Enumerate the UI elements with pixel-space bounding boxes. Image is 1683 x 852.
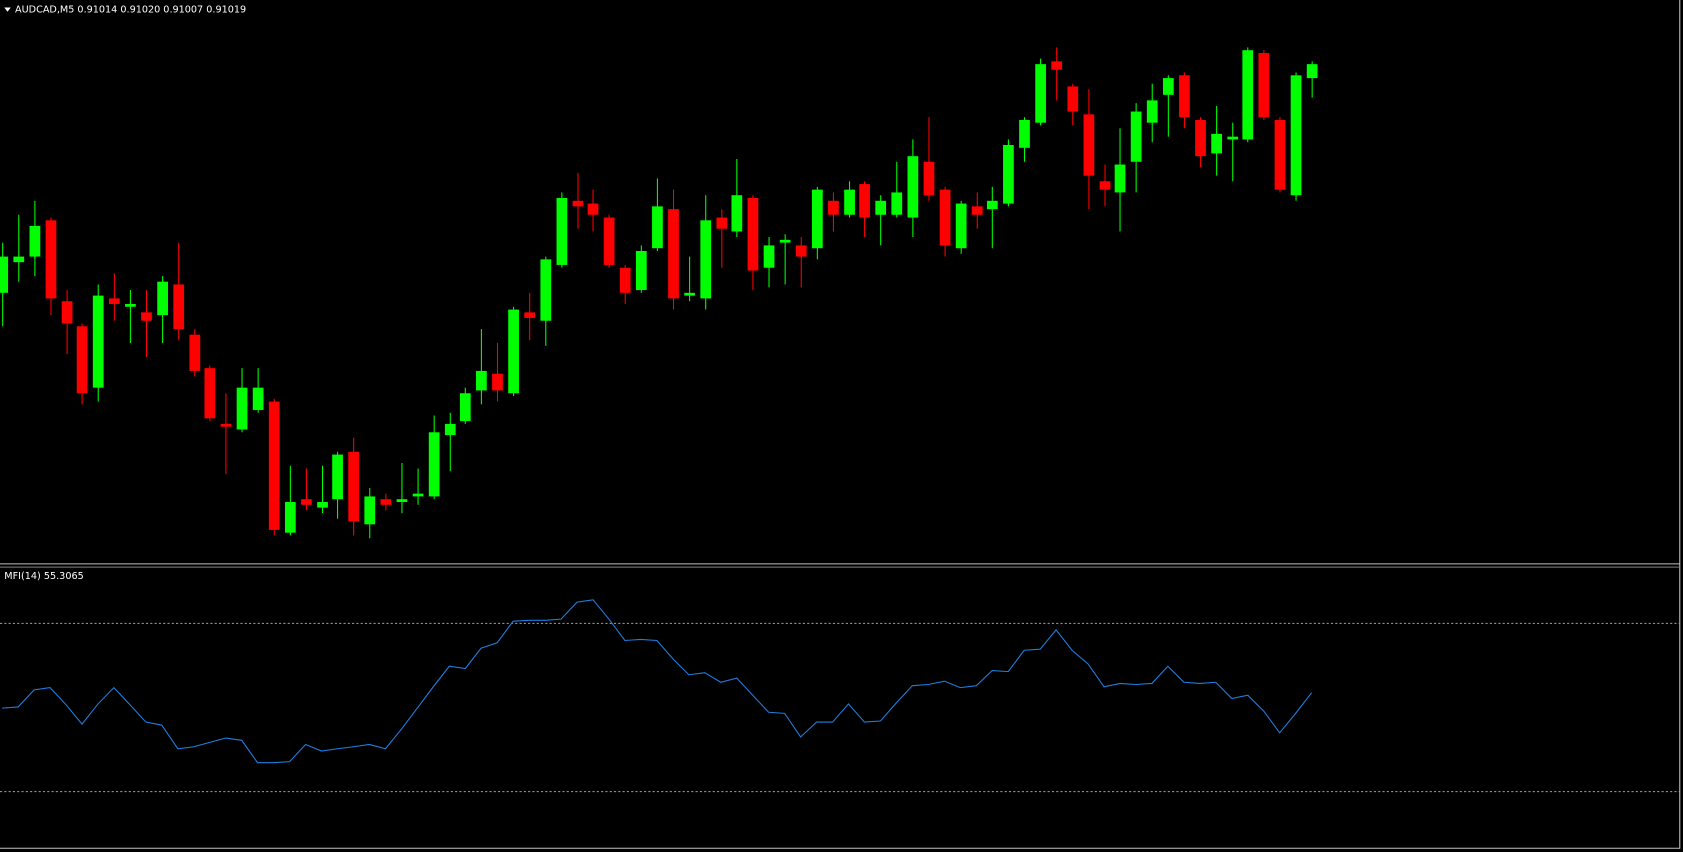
candle-body	[844, 189, 855, 215]
candle-body	[252, 387, 264, 410]
candle-body	[971, 206, 983, 215]
candle-body	[428, 432, 440, 497]
candle-body	[524, 312, 536, 318]
candle-body	[619, 267, 631, 293]
candle-body	[459, 393, 471, 422]
mfi-line	[2, 599, 1313, 764]
candle-body	[955, 203, 967, 249]
candle-body	[317, 501, 328, 508]
candle-body	[141, 312, 152, 321]
candle-body	[396, 499, 408, 502]
candle-body	[1242, 50, 1254, 140]
candle-body	[731, 195, 743, 232]
candle-body	[684, 292, 695, 296]
candle-body	[476, 370, 487, 391]
candle-body	[556, 198, 568, 265]
candle-body	[508, 309, 519, 394]
candle-body	[1019, 119, 1030, 148]
candle-body	[1067, 86, 1079, 112]
candle-body	[668, 209, 679, 299]
candle-body	[61, 301, 73, 324]
candle-body	[332, 454, 343, 500]
candle-body	[1083, 114, 1095, 176]
candle-body	[939, 189, 951, 246]
candle-body	[986, 200, 998, 210]
candle-body	[348, 451, 360, 522]
candle-body	[301, 499, 312, 505]
candle-body	[1003, 145, 1014, 204]
candle-body	[716, 217, 728, 229]
candle-body	[891, 192, 903, 215]
candle-body	[1051, 61, 1063, 70]
candle-body	[652, 206, 663, 249]
candle-body	[1211, 133, 1222, 154]
candle-body	[763, 245, 775, 268]
candle-body	[795, 245, 807, 257]
candle-body	[923, 161, 935, 196]
candle-body	[236, 387, 248, 430]
candle-body	[157, 281, 168, 316]
symbol-header: AUDCAD,M5 0.91014 0.91020 0.91007 0.9101…	[15, 5, 246, 16]
candle-body	[587, 203, 599, 215]
candle-body	[1290, 75, 1302, 196]
candle-body	[1179, 75, 1190, 118]
candle-body	[1035, 64, 1046, 123]
candle-body	[1114, 164, 1126, 193]
candle-body	[364, 496, 376, 525]
candle-body	[1195, 119, 1206, 157]
candle-body	[1130, 111, 1142, 162]
candle-body	[572, 200, 584, 207]
indicator-label: MFI(14) 55.3065	[4, 571, 83, 582]
candle-body	[380, 499, 392, 505]
candle-body	[0, 256, 9, 293]
candle-body	[220, 423, 232, 427]
menu-arrow[interactable]	[4, 7, 11, 12]
candle-body	[1274, 119, 1286, 190]
candle-body	[859, 184, 870, 218]
candle-body	[492, 373, 503, 391]
candle-body	[189, 334, 201, 371]
candle-body	[412, 493, 424, 497]
candle-body	[108, 298, 120, 304]
candle-body	[747, 198, 759, 271]
candle-body	[125, 303, 136, 307]
candle-body	[540, 259, 552, 321]
candle-body	[1099, 181, 1111, 190]
candle-body	[173, 284, 185, 330]
candle-body	[268, 401, 280, 530]
candle-body	[700, 220, 712, 299]
candle-body	[444, 423, 456, 436]
candle-body	[204, 368, 216, 419]
candle-body	[92, 295, 104, 388]
candle-body	[828, 200, 839, 215]
candle-body	[45, 220, 57, 299]
candle-body	[29, 225, 41, 257]
candle-body	[603, 217, 615, 265]
candle-body	[1162, 78, 1174, 95]
candle-body	[1258, 52, 1270, 118]
candle-body	[284, 501, 296, 533]
candle-body	[76, 326, 88, 394]
candle-body	[635, 250, 647, 291]
candle-body	[811, 189, 823, 249]
candle-body	[1146, 100, 1158, 123]
candle-body	[13, 256, 25, 263]
candle-body	[875, 200, 887, 215]
candle-body	[1227, 136, 1239, 140]
candle-body	[779, 239, 791, 243]
candle-body	[907, 156, 919, 218]
candle-body	[1306, 64, 1318, 79]
